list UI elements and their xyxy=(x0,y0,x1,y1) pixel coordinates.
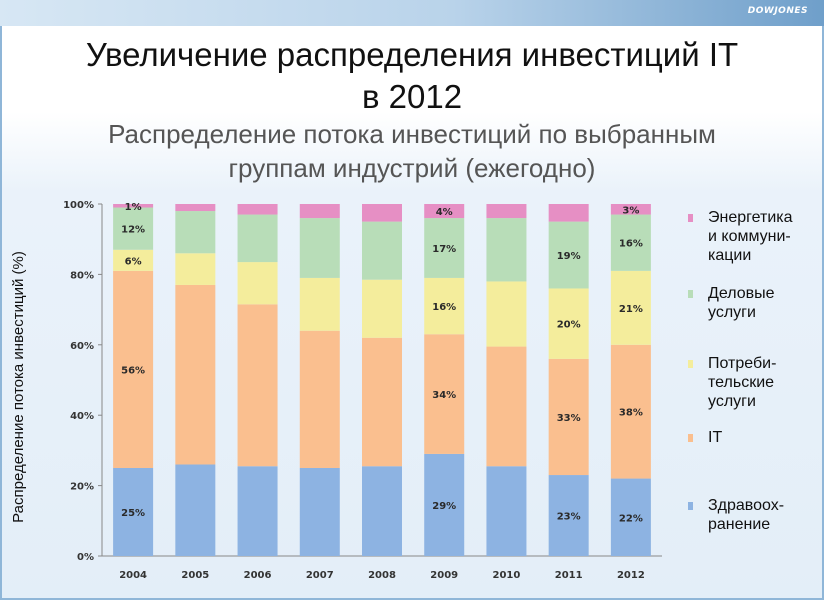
bar-segment-2012-business xyxy=(610,214,651,271)
x-tick-label: 2012 xyxy=(617,570,645,581)
data-label: 21% xyxy=(619,304,643,315)
bar-segment-2009-business xyxy=(424,218,465,278)
bar-segment-2011-consumer xyxy=(548,288,589,359)
bar-segment-2009-it xyxy=(424,334,465,454)
legend-marker-health xyxy=(688,502,693,510)
data-label: 33% xyxy=(557,413,581,424)
bar-segment-2008-consumer xyxy=(362,279,402,338)
bar-segment-2006-consumer xyxy=(237,262,278,305)
data-label: 34% xyxy=(432,390,456,401)
data-label: 56% xyxy=(121,365,145,376)
data-label: 23% xyxy=(557,512,581,523)
bar-segment-2009-health xyxy=(424,453,465,556)
x-tick-label: 2009 xyxy=(430,570,458,581)
bar-segment-2012-energy xyxy=(610,204,651,215)
bar-segment-2006-it xyxy=(237,304,278,467)
data-label: 16% xyxy=(432,302,456,313)
legend-label-business: Деловые услуги xyxy=(708,285,775,321)
bar-segment-2010-it xyxy=(486,346,527,467)
bar-segment-2004-consumer xyxy=(113,249,154,271)
bar-segment-2007-energy xyxy=(299,204,340,219)
bar-segment-2004-health xyxy=(113,468,154,556)
y-tick-label: 0% xyxy=(77,552,94,563)
x-tick-label: 2010 xyxy=(493,570,521,581)
bar-segment-2005-consumer xyxy=(175,253,216,285)
bar-segment-2006-business xyxy=(237,214,278,263)
legend-label-it: IT xyxy=(708,429,723,446)
bar-segment-2004-it xyxy=(113,270,154,468)
x-tick-label: 2005 xyxy=(181,570,209,581)
bar-segment-2009-energy xyxy=(424,204,465,219)
legend-marker-consumer xyxy=(688,360,693,368)
legend-label-consumer: Потреби- тельские услуги xyxy=(708,355,777,410)
subtitle-line-2: группам индустрий (ежегодно) xyxy=(228,153,596,183)
legend-label-health: Здравоох- ранение xyxy=(708,497,785,533)
y-tick-label: 60% xyxy=(70,341,94,352)
top-bar: DOWJONES xyxy=(0,0,824,26)
bar-segment-2010-consumer xyxy=(486,281,527,347)
x-tick-label: 2011 xyxy=(555,570,583,581)
data-label: 22% xyxy=(619,513,643,524)
y-tick-label: 80% xyxy=(70,270,94,281)
bar-segment-2007-business xyxy=(299,218,340,278)
bar-segment-2006-health xyxy=(237,466,278,556)
bar-segment-2009-consumer xyxy=(424,277,465,335)
bar-segment-2004-business xyxy=(113,207,154,250)
bar-segment-2012-health xyxy=(610,478,651,556)
dowjones-logo: DOWJONES xyxy=(747,6,808,16)
data-label: 1% xyxy=(125,202,142,213)
bar-segment-2006-energy xyxy=(237,204,278,215)
bar-segment-2008-it xyxy=(362,337,402,467)
data-label: 25% xyxy=(121,508,145,519)
legend-marker-energy xyxy=(688,214,693,222)
x-tick-label: 2008 xyxy=(368,570,396,581)
bar-segment-2005-energy xyxy=(175,204,216,212)
bar-segment-2005-it xyxy=(175,284,216,465)
data-label: 4% xyxy=(436,207,453,218)
bar-segment-2011-business xyxy=(548,221,589,289)
legend-label-energy: Энергетика и коммуни- кации xyxy=(708,209,793,264)
bar-segment-2008-energy xyxy=(362,204,402,222)
bar-segment-2007-it xyxy=(299,330,340,468)
bar-segment-2005-health xyxy=(175,464,216,556)
bar-segment-2010-energy xyxy=(486,204,527,219)
subtitle-line-1: Распределение потока инвестиций по выбра… xyxy=(108,119,716,149)
y-tick-label: 100% xyxy=(63,200,94,211)
bar-segment-2008-business xyxy=(362,221,402,280)
bar-segment-2011-it xyxy=(548,358,589,476)
data-label: 20% xyxy=(557,320,581,331)
data-label: 19% xyxy=(557,251,581,262)
data-label: 16% xyxy=(619,239,643,250)
bar-segment-2008-health xyxy=(362,466,402,556)
bar-segment-2010-health xyxy=(486,466,527,556)
data-label: 12% xyxy=(121,225,145,236)
data-label: 17% xyxy=(432,244,456,255)
bar-segment-2007-consumer xyxy=(299,277,340,331)
page-title-line-1: Увеличение распределения инвестиций IT xyxy=(85,36,739,73)
x-tick-label: 2006 xyxy=(244,570,272,581)
y-tick-label: 20% xyxy=(70,482,94,493)
data-label: 38% xyxy=(619,408,643,419)
bar-segment-2004-energy xyxy=(113,204,154,208)
legend-marker-it xyxy=(688,434,693,442)
bar-segment-2011-energy xyxy=(548,204,589,222)
bar-segment-2007-health xyxy=(299,468,340,556)
y-tick-label: 40% xyxy=(70,411,94,422)
bar-segment-2005-business xyxy=(175,211,216,254)
bar-segment-2011-health xyxy=(548,475,589,556)
x-tick-label: 2007 xyxy=(306,570,334,581)
page-title-line-2: в 2012 xyxy=(361,78,463,115)
bar-segment-2010-business xyxy=(486,218,527,282)
data-label: 6% xyxy=(125,256,142,267)
data-label: 3% xyxy=(622,205,639,216)
x-tick-label: 2004 xyxy=(119,570,147,581)
bar-segment-2012-it xyxy=(610,344,651,479)
data-label: 29% xyxy=(432,501,456,512)
legend-marker-business xyxy=(688,290,693,298)
bar-segment-2012-consumer xyxy=(610,270,651,345)
